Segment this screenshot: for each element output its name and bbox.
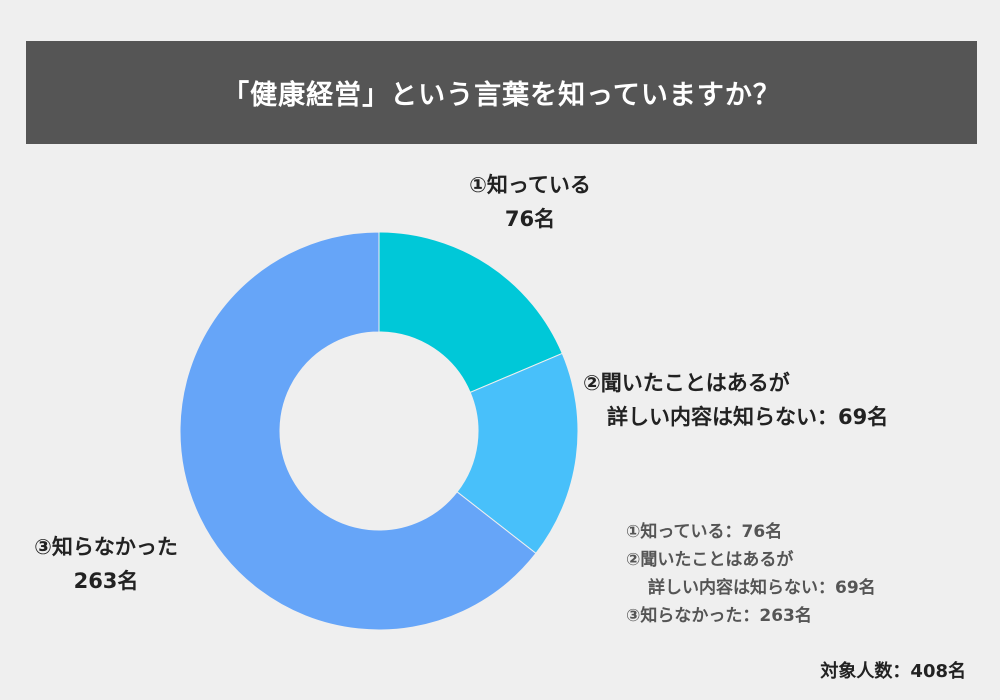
total-respondents: 対象人数：408名 — [820, 661, 966, 682]
pie-slice-2 — [456, 352, 579, 555]
slice-label-3-line-1: ③知らなかった — [34, 535, 178, 559]
slice-label-2: ②聞いたことはあるが 詳しい内容は知らない：69名 — [583, 366, 888, 434]
chart-title: 「健康経営」という言葉を知っていますか？ — [26, 41, 977, 144]
slice-label-1-line-2: 76名 — [504, 207, 556, 231]
pie-slice-1 — [378, 231, 563, 394]
slice-label-2-line-2: 詳しい内容は知らない：69名 — [607, 405, 889, 429]
slice-label-1: ①知っている 76名 — [390, 168, 670, 236]
slice-label-2-line-1: ②聞いたことはあるが — [583, 371, 790, 395]
slice-label-3: ③知らなかった 263名 — [6, 530, 206, 598]
legend-line-4: ③知らなかった：263名 — [626, 606, 812, 626]
legend: ①知っている：76名 ②聞いたことはあるが 詳しい内容は知らない：69名 ③知ら… — [626, 518, 876, 630]
slice-label-3-line-2: 263名 — [73, 569, 139, 593]
pie-slice-3 — [179, 231, 537, 631]
legend-line-1: ①知っている：76名 — [626, 522, 783, 542]
slice-label-1-line-1: ①知っている — [469, 173, 591, 197]
legend-line-2: ②聞いたことはあるが — [626, 550, 794, 570]
legend-line-3: 詳しい内容は知らない：69名 — [648, 578, 876, 598]
